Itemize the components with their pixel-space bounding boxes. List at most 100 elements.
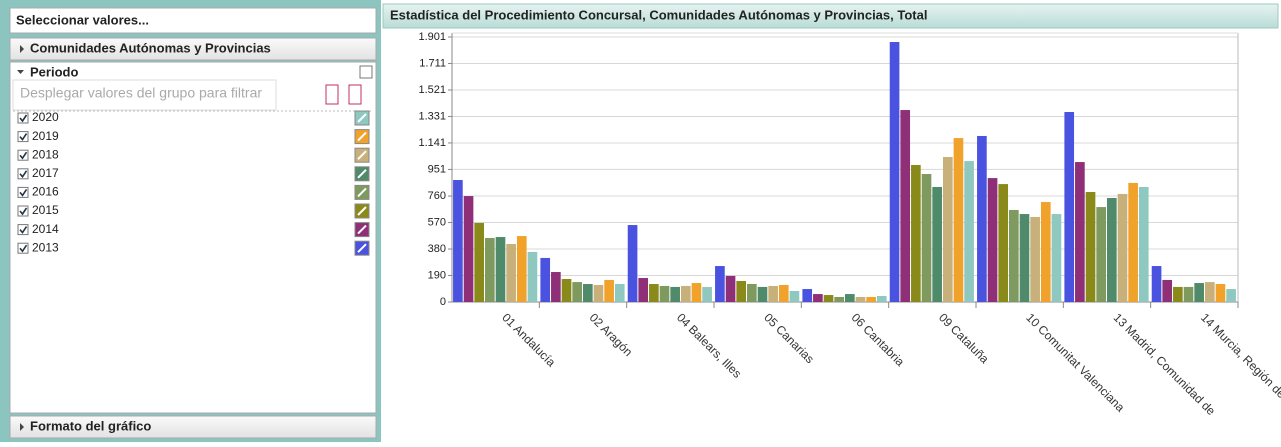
bar bbox=[1107, 198, 1117, 302]
bar bbox=[715, 266, 725, 302]
y-tick-label: 380 bbox=[428, 243, 446, 255]
bar bbox=[474, 222, 485, 302]
bar bbox=[942, 157, 953, 302]
bar bbox=[1204, 282, 1215, 302]
pencil bbox=[357, 169, 367, 179]
bar bbox=[593, 284, 604, 302]
bar bbox=[583, 284, 593, 302]
bar bbox=[572, 282, 582, 302]
y-tick-label: 1.331 bbox=[418, 110, 446, 122]
select-all-icon[interactable] bbox=[325, 84, 339, 105]
bar bbox=[453, 180, 463, 302]
expand-arrow bbox=[20, 45, 24, 53]
y-tick-label: 0 bbox=[440, 296, 446, 308]
chart-icon[interactable] bbox=[359, 65, 373, 79]
checkbox[interactable] bbox=[17, 224, 29, 236]
group-label: Formato del gráfico bbox=[30, 418, 151, 433]
bar bbox=[1162, 279, 1173, 302]
bar bbox=[561, 278, 572, 302]
bar bbox=[463, 196, 474, 302]
bar bbox=[778, 284, 789, 302]
filter-input[interactable] bbox=[12, 79, 277, 111]
bar bbox=[1151, 266, 1162, 302]
bar bbox=[725, 275, 736, 302]
checkbox[interactable] bbox=[17, 112, 29, 124]
bar bbox=[998, 184, 1009, 302]
y-tick-label: 1.521 bbox=[418, 84, 446, 96]
bar bbox=[747, 284, 757, 302]
bar bbox=[932, 186, 942, 302]
bar bbox=[736, 280, 747, 302]
series-name: 2018 bbox=[32, 147, 59, 161]
check-mark bbox=[19, 114, 28, 123]
bar bbox=[823, 295, 834, 302]
select-title: Seleccionar valores... bbox=[16, 12, 149, 27]
bar bbox=[757, 286, 768, 302]
bar bbox=[702, 286, 712, 302]
select-box[interactable] bbox=[9, 7, 377, 34]
pencil bbox=[357, 206, 367, 216]
bar bbox=[900, 110, 911, 302]
bar bbox=[680, 285, 691, 302]
bar bbox=[1040, 202, 1051, 302]
group-header[interactable] bbox=[9, 415, 377, 439]
series-name: 2016 bbox=[32, 185, 59, 199]
expand-arrow bbox=[20, 423, 24, 431]
series-name: 2013 bbox=[32, 240, 59, 254]
bar bbox=[1226, 289, 1236, 302]
bar bbox=[987, 178, 998, 302]
chart-title: Estadística del Procedimiento Concursal,… bbox=[390, 7, 927, 22]
bar bbox=[1064, 111, 1075, 302]
bar bbox=[1215, 284, 1226, 302]
bar bbox=[604, 279, 614, 302]
bar bbox=[964, 161, 974, 302]
bar bbox=[889, 42, 900, 303]
y-tick-label: 1.901 bbox=[418, 31, 446, 43]
pencil bbox=[357, 243, 367, 253]
bar bbox=[1051, 214, 1062, 302]
bar bbox=[876, 296, 887, 302]
bar bbox=[834, 296, 844, 302]
check-mark bbox=[19, 207, 28, 216]
check-mark bbox=[19, 244, 28, 253]
checkbox[interactable] bbox=[17, 242, 29, 254]
bar bbox=[768, 285, 778, 302]
bar bbox=[1009, 209, 1019, 302]
group-label: Comunidades Autónomas y Provincias bbox=[30, 40, 271, 55]
series-name: 2020 bbox=[32, 110, 59, 124]
check-mark bbox=[19, 170, 28, 179]
bar bbox=[1128, 182, 1138, 302]
bar bbox=[691, 283, 702, 302]
bar bbox=[866, 296, 876, 302]
checkbox[interactable] bbox=[17, 186, 29, 198]
checkbox[interactable] bbox=[17, 149, 29, 161]
checkbox[interactable] bbox=[17, 131, 29, 143]
y-tick-label: 760 bbox=[428, 190, 446, 202]
chart-title-bar bbox=[382, 3, 1279, 29]
bar bbox=[527, 251, 538, 302]
check-mark bbox=[19, 226, 28, 234]
checkbox[interactable] bbox=[17, 205, 29, 217]
pencil bbox=[357, 150, 367, 160]
series-name: 2014 bbox=[32, 222, 59, 236]
series-name: 2017 bbox=[32, 166, 59, 180]
y-tick-label: 190 bbox=[428, 269, 446, 281]
bar bbox=[614, 284, 625, 302]
bar bbox=[670, 286, 680, 302]
group-header[interactable] bbox=[9, 37, 377, 61]
pencil bbox=[357, 224, 367, 235]
bar bbox=[1173, 286, 1183, 302]
period-section bbox=[9, 61, 377, 414]
bar bbox=[953, 138, 964, 302]
series-name: 2019 bbox=[32, 129, 59, 143]
check-mark bbox=[19, 151, 28, 160]
checkbox[interactable] bbox=[17, 168, 29, 180]
bar bbox=[485, 238, 495, 302]
bar bbox=[540, 257, 551, 302]
pencil bbox=[357, 131, 367, 142]
bar bbox=[921, 174, 932, 302]
select-none-icon[interactable] bbox=[348, 84, 362, 105]
series-name: 2015 bbox=[32, 203, 59, 217]
y-tick-label: 951 bbox=[428, 163, 446, 175]
bar bbox=[813, 294, 823, 302]
